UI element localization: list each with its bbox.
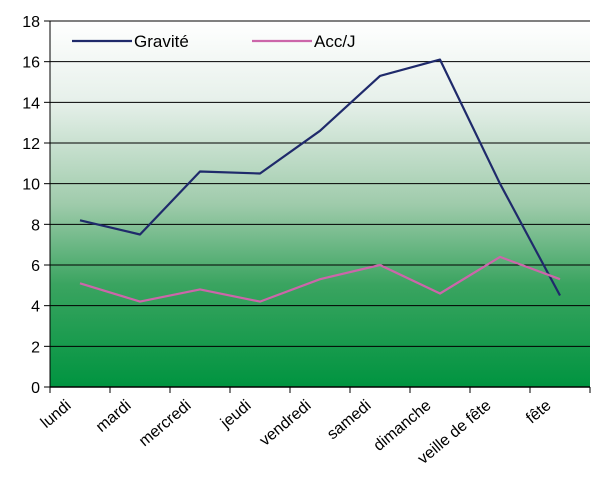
y-tick-label: 6 <box>31 258 40 275</box>
x-category-label: vendredi <box>257 397 315 449</box>
y-tick-label: 0 <box>31 380 40 397</box>
x-category-label: lundi <box>38 397 75 432</box>
grid-lines <box>50 20 590 388</box>
y-tick-label: 16 <box>22 55 40 72</box>
x-category-label: fête <box>523 397 554 427</box>
series-line-0 <box>79 58 561 297</box>
y-tick-label: 14 <box>22 95 40 112</box>
y-tick-label: 12 <box>22 136 40 153</box>
plot-area <box>50 21 590 387</box>
x-axis: lundi mardi mercredi jeudi vendredi samedidim… <box>38 386 591 468</box>
y-tick-label: 8 <box>31 217 40 234</box>
y-tick-label: 2 <box>31 339 40 356</box>
legend: Gravité Acc/J <box>72 32 356 51</box>
x-category-label: mercredi <box>136 397 195 450</box>
legend-label: Gravité <box>134 32 189 51</box>
series-lines <box>79 58 561 303</box>
series-line-1 <box>79 255 561 303</box>
y-tick-label: 18 <box>22 14 40 31</box>
x-category-label: samedi <box>324 397 374 443</box>
x-category-label: jeudi <box>217 397 255 432</box>
x-category-label: mardi <box>93 397 135 436</box>
y-tick-label: 10 <box>22 177 40 194</box>
legend-label: Acc/J <box>314 32 356 51</box>
y-tick-label: 4 <box>31 299 40 316</box>
y-axis: 0 2 4 6 8 10 12 14 16 18 <box>22 14 51 397</box>
